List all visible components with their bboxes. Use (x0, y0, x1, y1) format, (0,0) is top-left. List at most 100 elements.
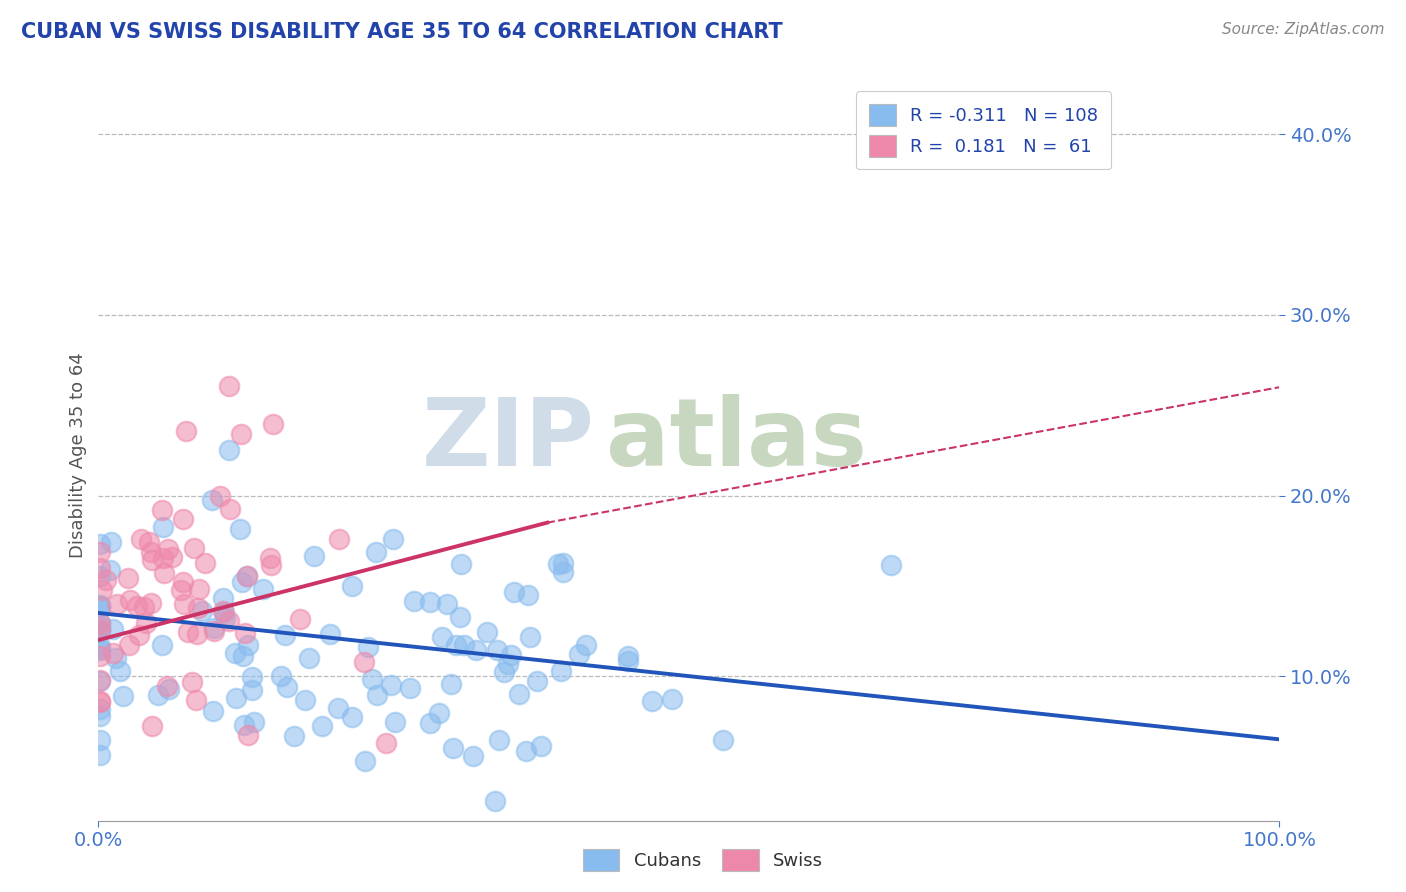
Point (503, 584, 526, 599)
Point (661, 691, 683, 706)
Point (440, 677, 463, 691)
Point (194, 556, 217, 570)
Point (449, 610, 471, 624)
Point (486, 643, 509, 657)
Point (464, 643, 486, 657)
Point (450, 557, 472, 571)
Point (402, 593, 425, 607)
Point (515, 744, 537, 758)
Text: Source: ZipAtlas.com: Source: ZipAtlas.com (1222, 22, 1385, 37)
Point (134, 600, 156, 615)
Point (240, 682, 263, 697)
Point (89, 620, 111, 634)
Y-axis label: Disability Age 35 to 64: Disability Age 35 to 64 (69, 352, 87, 558)
Point (157, 542, 180, 557)
Point (238, 728, 260, 742)
Point (484, 794, 506, 808)
Point (319, 626, 342, 640)
Point (551, 566, 574, 580)
Legend: R = -0.311   N = 108, R =  0.181   N =  61: R = -0.311 N = 108, R = 0.181 N = 61 (856, 91, 1111, 169)
Point (260, 558, 283, 572)
Point (311, 718, 333, 732)
Text: ZIP: ZIP (422, 394, 595, 486)
Point (218, 443, 240, 458)
Point (364, 545, 387, 559)
Point (209, 490, 232, 504)
Point (235, 569, 257, 583)
Point (252, 582, 274, 596)
Point (118, 592, 141, 607)
Point (232, 648, 254, 663)
Point (141, 553, 163, 567)
Point (328, 532, 350, 546)
Point (219, 501, 242, 516)
Point (242, 670, 264, 684)
Point (225, 691, 247, 706)
Point (233, 718, 256, 732)
Point (184, 693, 207, 707)
Point (430, 631, 453, 645)
Point (188, 582, 211, 596)
Point (274, 627, 297, 641)
Point (519, 630, 541, 644)
Point (190, 604, 212, 618)
Point (129, 532, 152, 546)
Point (89, 599, 111, 614)
Point (212, 604, 235, 618)
Point (384, 714, 406, 729)
Point (174, 424, 197, 438)
Point (141, 545, 163, 559)
Point (105, 597, 128, 611)
Point (89, 624, 111, 638)
Point (475, 625, 498, 640)
Point (508, 687, 530, 701)
Point (461, 749, 484, 764)
Point (357, 640, 380, 654)
Point (89, 747, 111, 762)
Point (101, 646, 124, 660)
Point (89, 649, 111, 664)
Point (326, 700, 349, 714)
Point (135, 615, 157, 630)
Point (224, 646, 246, 660)
Point (173, 597, 195, 611)
Point (398, 681, 420, 695)
Point (89, 639, 111, 653)
Point (89, 537, 111, 551)
Point (212, 591, 235, 606)
Point (89, 561, 111, 575)
Point (218, 379, 240, 393)
Point (516, 588, 538, 602)
Point (89, 708, 111, 723)
Point (89, 694, 111, 708)
Point (283, 729, 305, 743)
Point (568, 647, 591, 661)
Point (89, 702, 111, 716)
Point (170, 583, 193, 598)
Point (419, 595, 441, 609)
Point (229, 427, 252, 442)
Point (294, 692, 316, 706)
Point (110, 665, 132, 679)
Point (89, 600, 111, 615)
Point (150, 503, 173, 517)
Point (105, 651, 128, 665)
Point (380, 678, 402, 692)
Point (204, 621, 226, 635)
Point (157, 681, 180, 696)
Point (553, 557, 575, 571)
Point (141, 719, 163, 733)
Point (499, 648, 522, 662)
Point (288, 612, 311, 626)
Point (270, 669, 292, 683)
Point (112, 690, 135, 704)
Point (177, 624, 200, 639)
Point (276, 680, 298, 694)
Point (259, 550, 281, 565)
Point (229, 522, 252, 536)
Point (156, 679, 179, 693)
Point (89, 545, 111, 559)
Point (354, 754, 377, 768)
Point (427, 706, 450, 720)
Point (89, 569, 111, 583)
